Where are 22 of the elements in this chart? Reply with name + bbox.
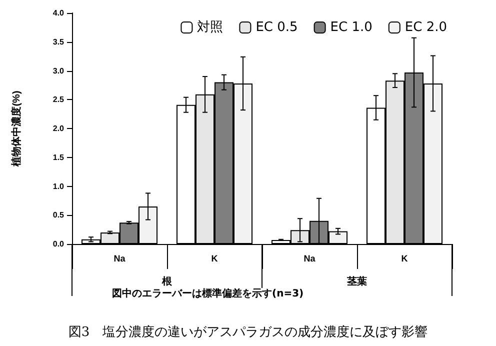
y-tick-label: 0.0 xyxy=(52,240,65,248)
x-tick-label: Na xyxy=(304,254,316,264)
y-tick-label: 0.5 xyxy=(52,210,65,220)
y-tick-label: 3.0 xyxy=(52,66,65,76)
text: 茎葉 xyxy=(346,276,367,288)
text: 図中のエラーバーは標準偏差を示す(n=3) xyxy=(112,288,304,300)
y-tick-label: 3.5 xyxy=(52,37,65,46)
legend-label: EC 0.5 xyxy=(256,20,298,35)
text: 根 xyxy=(161,276,173,288)
y-axis-title: 植物体中濃度(%) xyxy=(10,90,22,168)
legend-label: 対照 xyxy=(197,19,224,35)
legend-label: EC 1.0 xyxy=(330,20,372,35)
legend-label: EC 2.0 xyxy=(404,20,448,35)
x-tick-label: Na xyxy=(114,254,126,264)
text: 図3 塩分濃度の違いがアスパラガスの成分濃度に及ぼす影響 xyxy=(68,324,428,340)
x-tick-label: K xyxy=(211,254,218,264)
x-tick-label: K xyxy=(401,254,408,264)
y-tick-label: 2.0 xyxy=(52,124,65,133)
y-tick-label: 1.5 xyxy=(52,152,65,162)
y-tick-label: 4.0 xyxy=(52,8,65,18)
y-tick-label: 1.0 xyxy=(52,182,65,191)
y-tick-label: 2.5 xyxy=(52,95,65,104)
